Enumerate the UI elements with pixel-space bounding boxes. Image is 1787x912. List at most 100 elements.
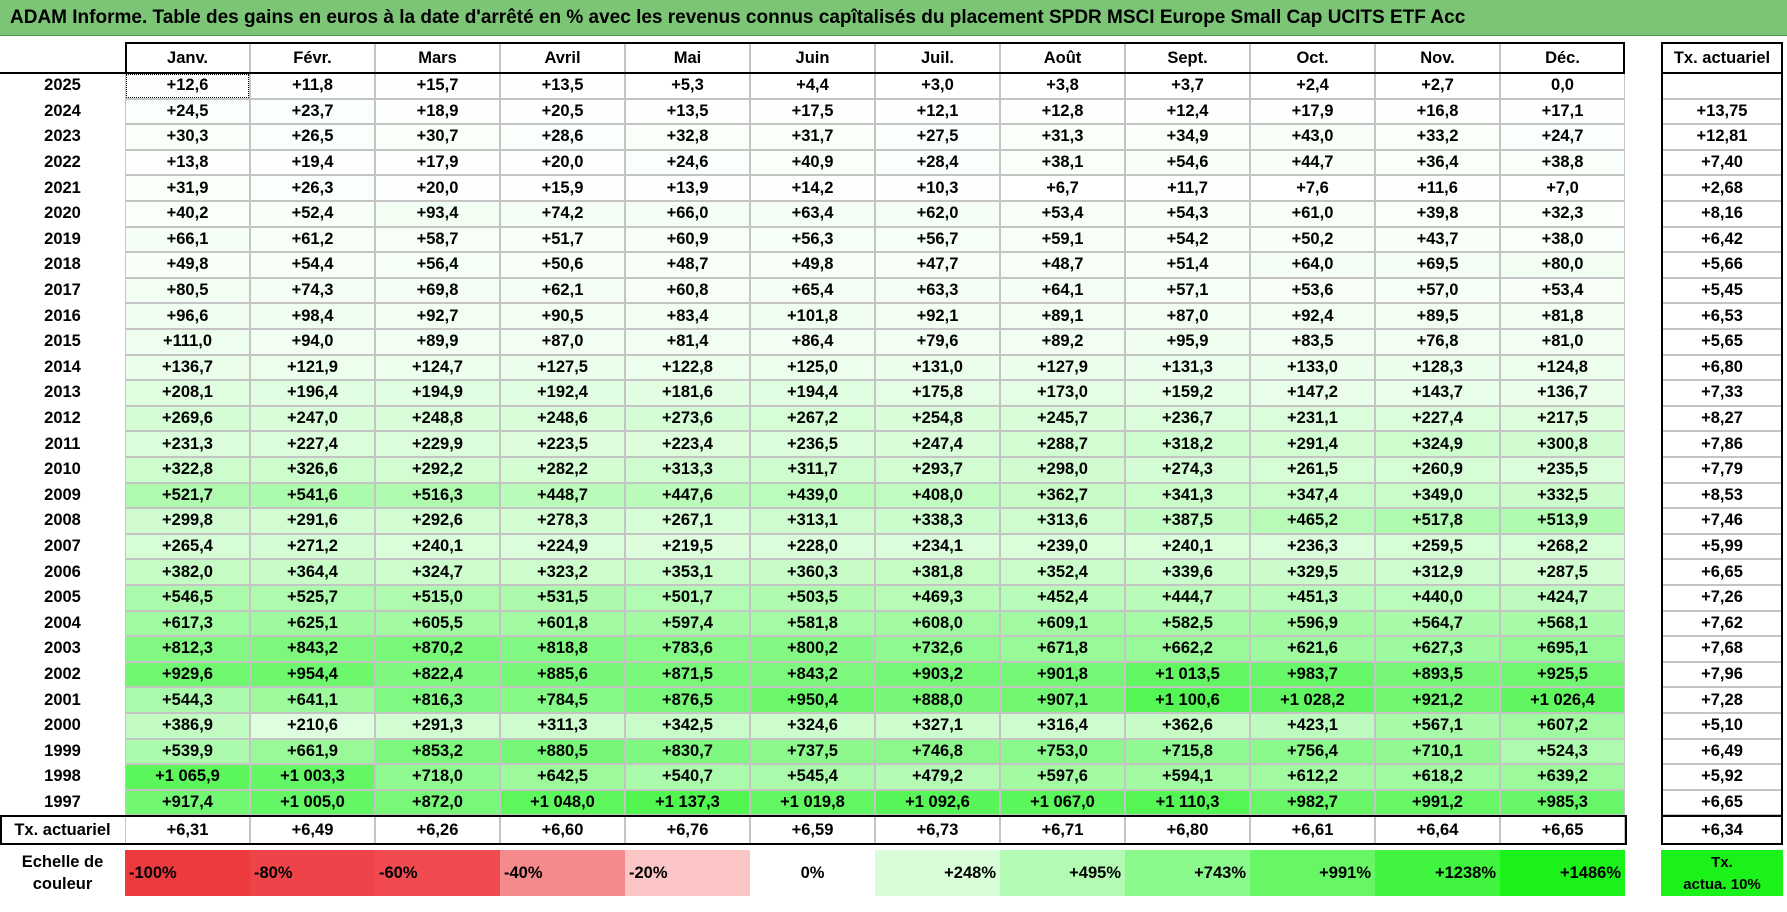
table-cell: +444,7	[1125, 585, 1250, 611]
table-cell: +12,8	[1000, 98, 1125, 125]
footer-cell: +6,26	[375, 816, 500, 845]
table-cell: +871,5	[625, 661, 750, 688]
table-cell: +291,6	[250, 508, 375, 534]
table-cell: +13,9	[625, 175, 750, 201]
table-cell: +872,0	[375, 789, 500, 816]
table-cell: +11,8	[250, 73, 375, 99]
table-cell: +662,2	[1125, 636, 1250, 662]
table-cell: +597,4	[625, 610, 750, 637]
table-cell: +194,4	[750, 380, 875, 406]
table-cell: +147,2	[1250, 380, 1375, 406]
table-cell: +756,4	[1250, 738, 1375, 765]
table-cell: +991,2	[1375, 789, 1500, 816]
table-cell: +17,9	[1250, 98, 1375, 125]
table-cell: +121,9	[250, 354, 375, 381]
table-cell: +92,7	[375, 303, 500, 329]
table-cell: +92,4	[1250, 303, 1375, 329]
table-cell: +2,7	[1375, 73, 1500, 99]
table-cell: +247,4	[875, 431, 1000, 457]
table-cell: +671,8	[1000, 636, 1125, 662]
year-label: 2011	[0, 431, 125, 457]
table-cell: +329,5	[1250, 559, 1375, 585]
table-cell: +40,9	[750, 149, 875, 176]
table-cell: +313,3	[625, 457, 750, 483]
year-label: 2000	[0, 713, 125, 739]
year-label: 2002	[0, 661, 125, 688]
table-cell: +80,0	[1500, 252, 1625, 278]
table-cell: +386,9	[125, 713, 250, 739]
table-cell: +273,6	[625, 405, 750, 432]
table-cell: +349,0	[1375, 482, 1500, 509]
table-cell: +17,1	[1500, 98, 1625, 125]
table-cell: +18,9	[375, 98, 500, 125]
table-cell: +28,4	[875, 149, 1000, 176]
table-cell: +64,0	[1250, 252, 1375, 278]
table-cell: +917,4	[125, 789, 250, 816]
footer-cell: +6,80	[1125, 816, 1250, 845]
table-cell: +326,6	[250, 457, 375, 483]
table-cell: +7,0	[1500, 175, 1625, 201]
table-cell: +452,4	[1000, 585, 1125, 611]
table-cell: +33,2	[1375, 124, 1500, 150]
month-header: Mars	[375, 43, 500, 73]
table-cell: +746,8	[875, 738, 1000, 765]
table-cell: +30,7	[375, 124, 500, 150]
footer-rate-cell: +6,34	[1661, 816, 1783, 845]
table-cell: +594,1	[1125, 764, 1250, 790]
table-cell: +544,3	[125, 687, 250, 713]
table-cell: +236,7	[1125, 405, 1250, 432]
footer-cell: +6,49	[250, 816, 375, 845]
table-cell: +31,7	[750, 124, 875, 150]
color-swatch: -100%	[125, 850, 250, 896]
table-cell: +440,0	[1375, 585, 1500, 611]
footer-cell: +6,64	[1375, 816, 1500, 845]
rate-header-rule	[1661, 72, 1783, 74]
rate-swatch	[1661, 850, 1783, 896]
table-cell: +60,8	[625, 277, 750, 304]
table-cell: +38,1	[1000, 149, 1125, 176]
table-cell: +43,0	[1250, 124, 1375, 150]
table-cell: +173,0	[1000, 380, 1125, 406]
footer-cell: +6,61	[1250, 816, 1375, 845]
table-cell: +7,6	[1250, 175, 1375, 201]
rate-cell: +6,80	[1661, 354, 1783, 381]
table-cell: +525,7	[250, 585, 375, 611]
table-cell: +194,9	[375, 380, 500, 406]
table-cell: +260,9	[1375, 457, 1500, 483]
table-cell: +982,7	[1250, 789, 1375, 816]
table-cell: +15,9	[500, 175, 625, 201]
rate-cell: +7,33	[1661, 380, 1783, 406]
table-cell: +360,3	[750, 559, 875, 585]
table-cell: +581,8	[750, 610, 875, 637]
month-header: Janv.	[125, 43, 250, 73]
table-cell: +353,1	[625, 559, 750, 585]
table-cell: +90,5	[500, 303, 625, 329]
table-cell: +625,1	[250, 610, 375, 637]
table-cell: +382,0	[125, 559, 250, 585]
table-cell: +228,0	[750, 533, 875, 560]
table-cell: +236,3	[1250, 533, 1375, 560]
table-cell: +627,3	[1375, 636, 1500, 662]
table-cell: +531,5	[500, 585, 625, 611]
footer-cell: +6,73	[875, 816, 1000, 845]
table-cell: +234,1	[875, 533, 1000, 560]
table-cell: +239,0	[1000, 533, 1125, 560]
table-cell: +40,2	[125, 201, 250, 227]
table-cell: +880,5	[500, 738, 625, 765]
table-cell: +605,5	[375, 610, 500, 637]
footer-cell: +6,76	[625, 816, 750, 845]
table-cell: +718,0	[375, 764, 500, 790]
table-cell: +818,8	[500, 636, 625, 662]
table-cell: +69,8	[375, 277, 500, 304]
table-cell: +12,4	[1125, 98, 1250, 125]
table-cell: +695,1	[1500, 636, 1625, 662]
color-swatch: +743%	[1125, 850, 1250, 896]
table-cell: +54,3	[1125, 201, 1250, 227]
rate-swatch-line2: actua. 10%	[1683, 876, 1761, 893]
table-cell: +1 028,2	[1250, 687, 1375, 713]
year-label: 1997	[0, 789, 125, 816]
table-cell: +1 026,4	[1500, 687, 1625, 713]
color-swatch: +248%	[875, 850, 1000, 896]
table-cell: +288,7	[1000, 431, 1125, 457]
table-cell: +23,7	[250, 98, 375, 125]
